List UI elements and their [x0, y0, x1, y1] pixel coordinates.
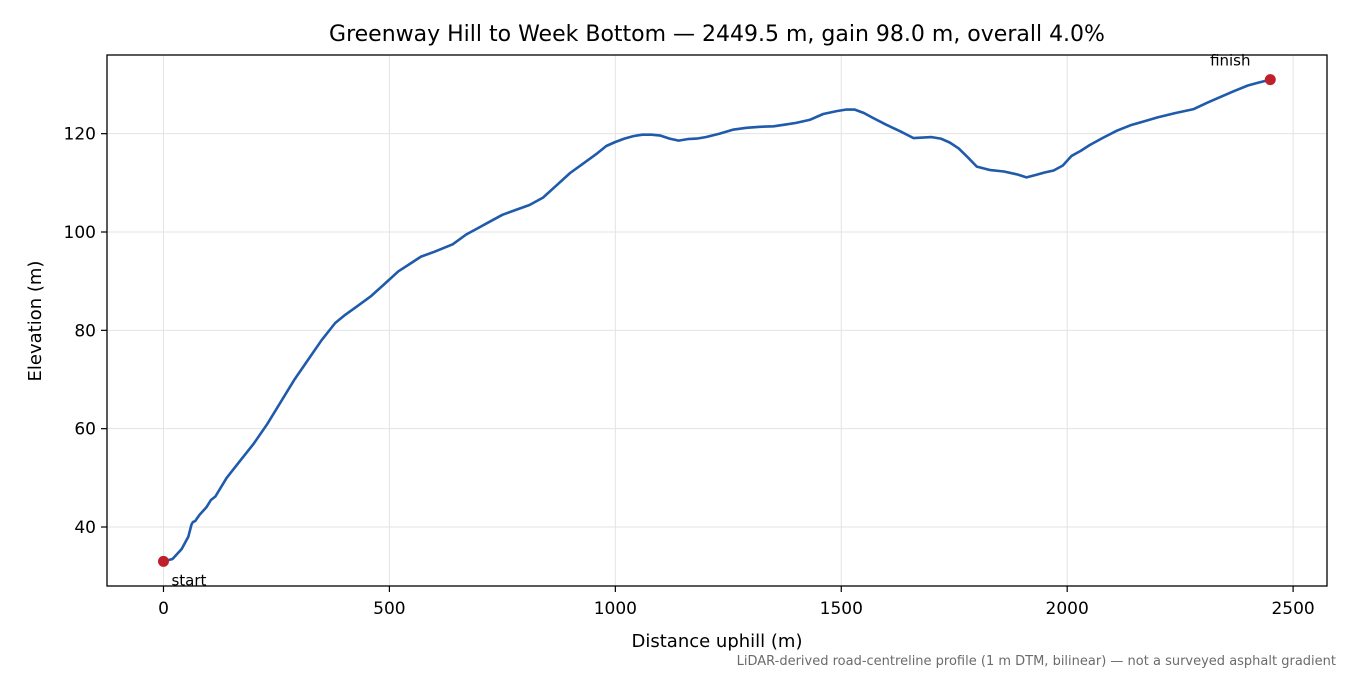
- y-tick-label: 40: [74, 518, 96, 538]
- x-tick-label: 500: [373, 599, 405, 619]
- x-tick-label: 1500: [820, 599, 863, 619]
- elevation-line: [162, 78, 1272, 563]
- y-tick-label: 120: [64, 125, 96, 145]
- plot-frame: [106, 54, 1328, 587]
- start-marker: [157, 555, 169, 567]
- chart-title: Greenway Hill to Week Bottom — 2449.5 m,…: [329, 22, 1105, 47]
- x-tick-label: 0: [158, 599, 169, 619]
- x-tick-label: 2000: [1046, 599, 1089, 619]
- x-axis-label: Distance uphill (m): [632, 631, 803, 652]
- y-axis-label: Elevation (m): [25, 261, 46, 382]
- y-tick-label: 60: [74, 420, 96, 440]
- series-layer: [157, 74, 1276, 567]
- y-tick-label: 100: [64, 223, 96, 243]
- finish-marker: [1264, 74, 1276, 86]
- y-tick-label: 80: [74, 321, 96, 341]
- x-tick-label: 1000: [594, 599, 637, 619]
- footnote: LiDAR-derived road-centreline profile (1…: [737, 654, 1336, 669]
- axis-ticks: 0 500 1000 1500 2000 2500 40 60 80 100 120: [64, 125, 1315, 619]
- x-tick-label: 2500: [1271, 599, 1314, 619]
- gridlines: [107, 55, 1327, 586]
- start-annotation: start: [171, 571, 206, 589]
- finish-annotation: finish: [1210, 52, 1250, 70]
